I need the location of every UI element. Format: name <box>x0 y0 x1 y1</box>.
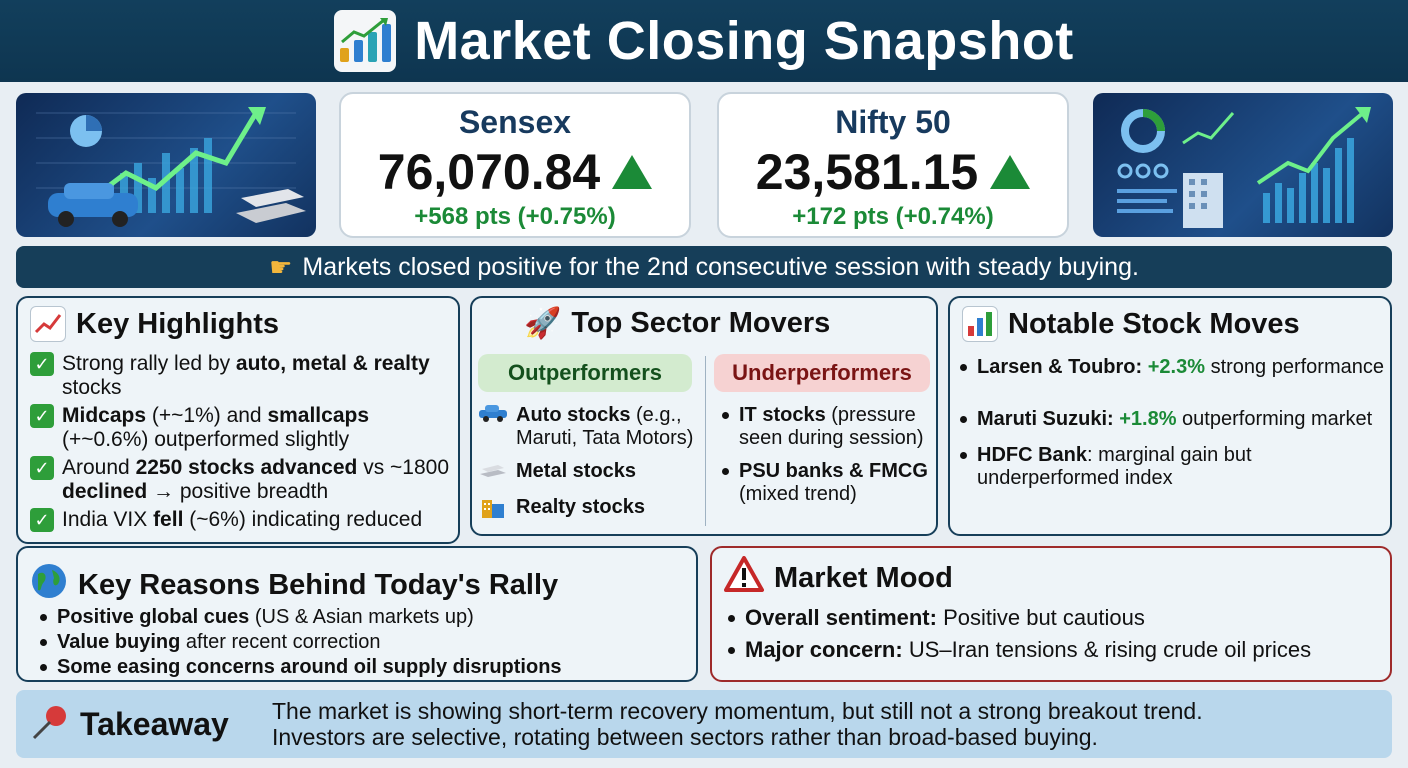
list-item: Positive global cues (US & Asian markets… <box>40 606 690 629</box>
index-change: +568 pts (+0.75%) <box>414 203 616 230</box>
index-value-row: 76,070.84 <box>341 143 689 201</box>
takeaway-line-2: Investors are selective, rotating betwee… <box>272 724 1098 750</box>
reasons-title: Key Reasons Behind Today's Rally <box>78 568 559 601</box>
index-name: Sensex <box>458 104 572 140</box>
takeaway-bar: Takeaway The market is showing short-ter… <box>16 690 1392 758</box>
highlights-title-row: Key Highlights <box>30 306 279 342</box>
bullet <box>728 647 735 654</box>
metal-bars-icon <box>478 460 508 484</box>
key-highlights-panel: Key Highlights ✓ Strong rally led by aut… <box>16 296 460 544</box>
mood-title-row: Market Mood <box>724 556 953 600</box>
check-icon: ✓ <box>30 508 54 532</box>
sectors-title: Top Sector Movers <box>571 307 831 339</box>
list-item: Realty stocks <box>478 496 702 524</box>
stocks-title: Notable Stock Moves <box>1008 307 1300 340</box>
list-item: Major concern: US–Iran tensions & rising… <box>728 638 1388 662</box>
market-illustration-right <box>1093 93 1393 237</box>
bullet <box>728 615 735 622</box>
up-arrow-icon <box>612 155 653 189</box>
highlights-title: Key Highlights <box>76 307 280 340</box>
column-divider <box>705 356 706 526</box>
takeaway-title-row: Takeaway <box>30 702 229 747</box>
bullet <box>960 416 967 423</box>
list-item: IT stocks (pressure seen during session) <box>722 404 932 450</box>
page-title: Market Closing Snapshot <box>414 11 1074 71</box>
sectors-title-row: 🚀 Top Sector Movers <box>524 306 830 341</box>
bar-chart-icon <box>334 10 397 72</box>
sensex-card: Sensex 76,070.84 +568 pts (+0.75%) <box>339 92 691 238</box>
chart-increasing-icon <box>30 306 66 342</box>
index-name: Nifty 50 <box>835 104 951 140</box>
mood-title: Market Mood <box>774 561 953 594</box>
highlights-list: ✓ Strong rally led by auto, metal & real… <box>30 352 454 536</box>
list-item: Larsen & Toubro: +2.3% strong performanc… <box>960 356 1384 379</box>
bullet <box>722 468 729 475</box>
takeaway-line-1: The market is showing short-term recover… <box>272 698 1203 724</box>
check-icon: ✓ <box>30 456 54 480</box>
session-banner: ☛ Markets closed positive for the 2nd co… <box>16 246 1392 288</box>
check-icon: ✓ <box>30 404 54 428</box>
takeaway-text: The market is showing short-term recover… <box>272 698 1372 750</box>
bullet <box>722 412 729 419</box>
list-item: HDFC Bank: marginal gain but underperfor… <box>960 444 1260 490</box>
takeaway-title: Takeaway <box>80 706 229 742</box>
bullet <box>960 452 967 459</box>
rocket-icon: 🚀 <box>524 307 562 340</box>
list-item: ✓ Around 2250 stocks advanced vs ~1800 d… <box>30 456 454 504</box>
list-item: Value buying after recent correction <box>40 631 690 654</box>
market-illustration-left <box>16 93 316 237</box>
bullet <box>40 639 47 646</box>
pointing-hand-icon: ☛ <box>269 251 293 282</box>
warning-icon <box>724 556 764 600</box>
list-item: ✓ Strong rally led by auto, metal & real… <box>30 352 454 400</box>
stock-moves-panel: Notable Stock Moves Larsen & Toubro: +2.… <box>948 296 1392 536</box>
index-change: +172 pts (+0.74%) <box>792 203 994 230</box>
index-value: 23,581.15 <box>755 144 979 200</box>
list-item: Auto stocks (e.g., Maruti, Tata Motors) <box>478 404 702 450</box>
bullet <box>40 664 47 671</box>
up-arrow-icon <box>990 155 1031 189</box>
banner-text: Markets closed positive for the 2nd cons… <box>302 252 1139 281</box>
sector-movers-panel: 🚀 Top Sector Movers Outperformers Underp… <box>470 296 938 536</box>
underperformers-label: Underperformers <box>714 354 930 392</box>
outperformers-label: Outperformers <box>478 354 692 392</box>
building-icon <box>478 496 508 524</box>
reasons-title-row: Key Reasons Behind Today's Rally <box>30 562 558 608</box>
stocks-title-row: Notable Stock Moves <box>962 306 1300 342</box>
pushpin-icon <box>30 702 70 747</box>
header-bar: Market Closing Snapshot <box>0 0 1408 82</box>
index-value: 76,070.84 <box>377 144 601 200</box>
market-mood-panel: Market Mood Overall sentiment: Positive … <box>710 546 1392 682</box>
reasons-panel: Key Reasons Behind Today's Rally Positiv… <box>16 546 698 682</box>
list-item: Some easing concerns around oil supply d… <box>40 656 690 679</box>
bullet <box>40 614 47 621</box>
index-value-row: 23,581.15 <box>719 143 1067 201</box>
list-item: ✓ Midcaps (+~1%) and smallcaps (+~0.6%) … <box>30 404 454 452</box>
globe-icon <box>30 562 68 608</box>
nifty-card: Nifty 50 23,581.15 +172 pts (+0.74%) <box>717 92 1069 238</box>
check-icon: ✓ <box>30 352 54 376</box>
list-item: Maruti Suzuki: +1.8% outperforming marke… <box>960 408 1384 431</box>
list-item: PSU banks & FMCG (mixed trend) <box>722 460 932 506</box>
bullet <box>960 364 967 371</box>
list-item: Overall sentiment: Positive but cautious <box>728 606 1388 630</box>
car-icon <box>478 404 508 450</box>
list-item: ✓ India VIX fell (~6%) indicating reduce… <box>30 508 454 532</box>
list-item: Metal stocks <box>478 460 702 484</box>
bar-chart-icon <box>962 306 998 342</box>
